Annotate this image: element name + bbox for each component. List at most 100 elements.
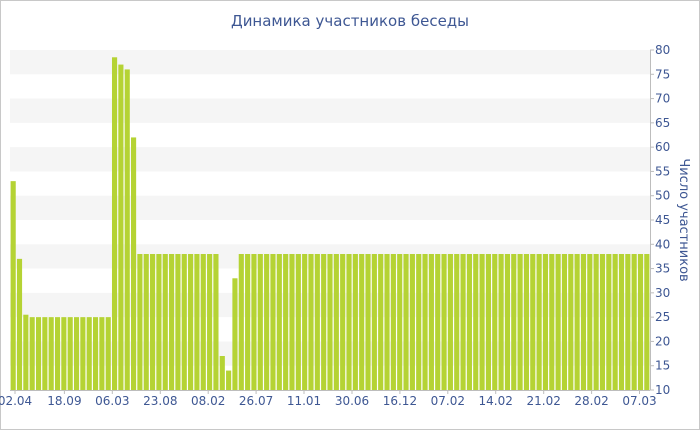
bar (118, 64, 124, 390)
bar (441, 254, 447, 390)
bar (156, 254, 162, 390)
bar (517, 254, 523, 390)
y-tick-label: 35 (655, 262, 670, 276)
bar (73, 317, 80, 390)
bar (485, 254, 491, 390)
axes (10, 49, 654, 394)
bar (397, 254, 403, 390)
bar (124, 69, 130, 391)
bar (416, 254, 422, 390)
bar (276, 254, 282, 390)
y-tick-label: 80 (655, 43, 670, 57)
bar (67, 317, 73, 390)
bar (194, 254, 200, 390)
bar (422, 254, 428, 390)
x-tick-label: 08.02 (191, 394, 225, 408)
bar (384, 254, 390, 390)
y-tick-label: 50 (655, 189, 670, 203)
bar (289, 254, 295, 390)
bar (346, 254, 352, 390)
bars (10, 57, 650, 391)
bar (618, 254, 625, 390)
bar (352, 254, 358, 390)
x-tick-label: 21.02 (527, 394, 561, 408)
bar (504, 254, 510, 390)
bar (92, 317, 99, 390)
y-tick-label: 60 (655, 140, 670, 154)
bar (61, 317, 67, 390)
bar (175, 254, 181, 390)
bar (561, 254, 568, 390)
bar (16, 258, 23, 390)
bar (10, 181, 16, 390)
bar (251, 254, 257, 390)
bar (365, 254, 371, 390)
x-tick-label: 11.01 (287, 394, 321, 408)
bar (580, 254, 587, 390)
bar (270, 254, 276, 390)
y-tick-label: 30 (655, 286, 670, 300)
bar (162, 254, 168, 390)
grid-band (10, 50, 650, 75)
y-tick-label: 75 (655, 67, 670, 81)
bar (333, 254, 339, 390)
y-tick-label: 15 (655, 359, 670, 373)
bar (435, 254, 441, 390)
bar (637, 254, 644, 390)
bar (264, 254, 270, 390)
x-tick-label: 18.09 (47, 394, 81, 408)
bar (555, 254, 561, 390)
grid-band (10, 147, 650, 172)
bar (29, 317, 35, 390)
bar (150, 254, 156, 390)
bar (86, 317, 92, 390)
bar (403, 254, 409, 390)
bar (23, 314, 29, 390)
bar (536, 254, 542, 390)
bar (48, 317, 54, 390)
bar (409, 254, 415, 390)
bar (428, 254, 434, 390)
bar (131, 137, 137, 390)
bar (390, 254, 396, 390)
bar (232, 278, 238, 390)
bar (378, 254, 384, 390)
bar (371, 254, 377, 390)
bar (492, 254, 498, 390)
bar (587, 254, 593, 390)
bar (143, 254, 149, 390)
x-tick-label: 28.02 (574, 394, 608, 408)
bar (479, 254, 485, 390)
y-tick-label: 45 (655, 213, 670, 227)
bar (226, 370, 232, 390)
y-tick-label: 20 (655, 334, 670, 348)
x-tick-label: 07.02 (431, 394, 465, 408)
y-tick-label: 70 (655, 92, 670, 106)
bar (359, 254, 365, 390)
bar (542, 254, 549, 390)
bar (99, 317, 105, 390)
x-tick-label: 26.07 (239, 394, 273, 408)
bar (308, 254, 314, 390)
bar (219, 356, 225, 390)
bar (568, 254, 574, 390)
bar (498, 254, 504, 390)
y-tick-labels: 10 15 20 25 30 35 40 45 50 55 60 65 70 75 80 (655, 43, 670, 397)
bar (593, 254, 599, 390)
bar (181, 254, 187, 390)
bar (111, 57, 118, 390)
bar (188, 254, 194, 390)
bar (137, 254, 143, 390)
bar (466, 254, 472, 390)
x-tick-label: 02.04 (0, 394, 32, 408)
bar (321, 254, 327, 390)
bar (207, 254, 213, 390)
x-tick-label: 07.03 (622, 394, 656, 408)
x-tick-label: 06.03 (95, 394, 129, 408)
bar (460, 254, 466, 390)
bar (327, 254, 333, 390)
bar (245, 254, 251, 390)
chart-title: Динамика участников беседы (230, 12, 470, 30)
bar (454, 254, 460, 390)
